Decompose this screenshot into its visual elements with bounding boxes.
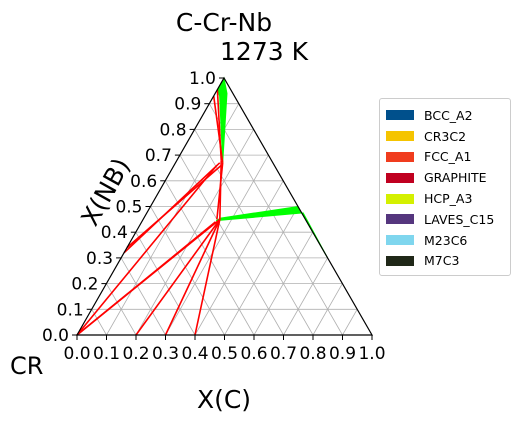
x-tick-label: 0.1 — [93, 344, 120, 364]
x-tick-label: 0.2 — [122, 344, 149, 364]
legend-item: BCC_A2 — [386, 105, 510, 126]
legend-swatch — [386, 235, 414, 246]
legend-swatch — [386, 193, 414, 204]
legend-label: FCC_A1 — [424, 149, 472, 165]
legend-label: GRAPHITE — [424, 170, 487, 186]
x-tick-label: 0.6 — [240, 344, 267, 364]
x-tick-label: 0.4 — [181, 344, 208, 364]
tie-line — [216, 89, 223, 161]
grid-line-antidiagonal — [135, 232, 196, 336]
legend-label: M7C3 — [424, 253, 460, 269]
grid-line-antidiagonal — [179, 154, 284, 336]
grid-line-antidiagonal — [120, 257, 166, 336]
tie-line — [135, 218, 221, 336]
tie-line — [76, 164, 218, 336]
y-tick-label: 0.8 — [160, 120, 187, 140]
legend-item: FCC_A1 — [386, 147, 510, 168]
grid-line-antidiagonal — [164, 180, 255, 336]
x-axis-label: X(C) — [197, 385, 251, 414]
tie-lines — [76, 89, 224, 336]
x-tick-label: 0.5 — [211, 344, 238, 364]
legend-swatch — [386, 214, 414, 225]
y-tick-label: 0.4 — [101, 223, 128, 243]
y-tick-label: 1.0 — [189, 69, 216, 89]
y-tick-label: 0.0 — [42, 326, 69, 346]
tie-line — [164, 219, 221, 336]
legend-label: LAVES_C15 — [424, 211, 495, 227]
y-axis-label: X(NB) — [75, 153, 136, 230]
y-tick-label: 0.2 — [71, 275, 98, 295]
y-tick-label: 0.6 — [130, 172, 157, 192]
y-tick-label: 0.9 — [174, 95, 201, 115]
tie-line — [194, 219, 221, 336]
legend-item: M7C3 — [386, 251, 510, 272]
legend-label: HCP_A3 — [424, 191, 473, 207]
x-axis-ticks: 0.0 0.1 0.2 0.3 0.4 0.5 0.6 0.7 0.8 0.9 1.0 — [63, 335, 386, 364]
chart-title: C-Cr-Nb — [176, 8, 272, 37]
y-axis-ticks: 0.0 0.1 0.2 0.3 0.4 0.5 0.6 0.7 0.8 0.9 1.0 — [42, 69, 224, 346]
grid-line-antidiagonal — [194, 129, 314, 336]
y-tick-label: 0.7 — [145, 146, 172, 166]
phase-regions — [215, 76, 329, 259]
legend-label: CR3C2 — [424, 128, 467, 144]
legend-item: CR3C2 — [386, 126, 510, 147]
grid-line-diagonal — [165, 154, 269, 336]
legend-swatch — [386, 110, 414, 121]
grid-line-antidiagonal — [208, 103, 343, 336]
legend-swatch — [386, 151, 414, 162]
grid-line-antidiagonal — [150, 206, 225, 336]
x-tick-label: 1.0 — [358, 344, 385, 364]
tie-line — [76, 221, 216, 336]
chart-subtitle: 1273 K — [220, 37, 309, 66]
grid — [91, 103, 358, 336]
x-tick-label: 0.8 — [299, 344, 326, 364]
y-tick-label: 0.5 — [115, 198, 142, 218]
x-tick-label: 0.7 — [270, 344, 297, 364]
legend-label: M23C6 — [424, 232, 468, 248]
grid-line-diagonal — [224, 206, 299, 336]
corner-label-cr: CR — [10, 352, 43, 380]
grid-line-diagonal — [283, 257, 328, 336]
legend-swatch — [386, 172, 414, 183]
y-tick-label: 0.3 — [86, 249, 113, 269]
legend-item: M23C6 — [386, 230, 510, 251]
x-tick-label: 0.9 — [329, 344, 356, 364]
legend: BCC_A2 CR3C2 FCC_A1 GRAPHITE HCP_A3 LAVES_C15… — [379, 98, 511, 276]
legend-label: BCC_A2 — [424, 107, 473, 123]
tie-line — [216, 162, 224, 220]
grid-line-diagonal — [342, 309, 358, 336]
x-tick-label: 0.3 — [152, 344, 179, 364]
legend-swatch — [386, 131, 414, 142]
y-tick-label: 0.1 — [57, 300, 84, 320]
legend-item: HCP_A3 — [386, 188, 510, 209]
x-tick-label: 0.0 — [63, 344, 90, 364]
legend-item: LAVES_C15 — [386, 209, 510, 230]
legend-item: GRAPHITE — [386, 167, 510, 188]
legend-swatch — [386, 255, 414, 266]
